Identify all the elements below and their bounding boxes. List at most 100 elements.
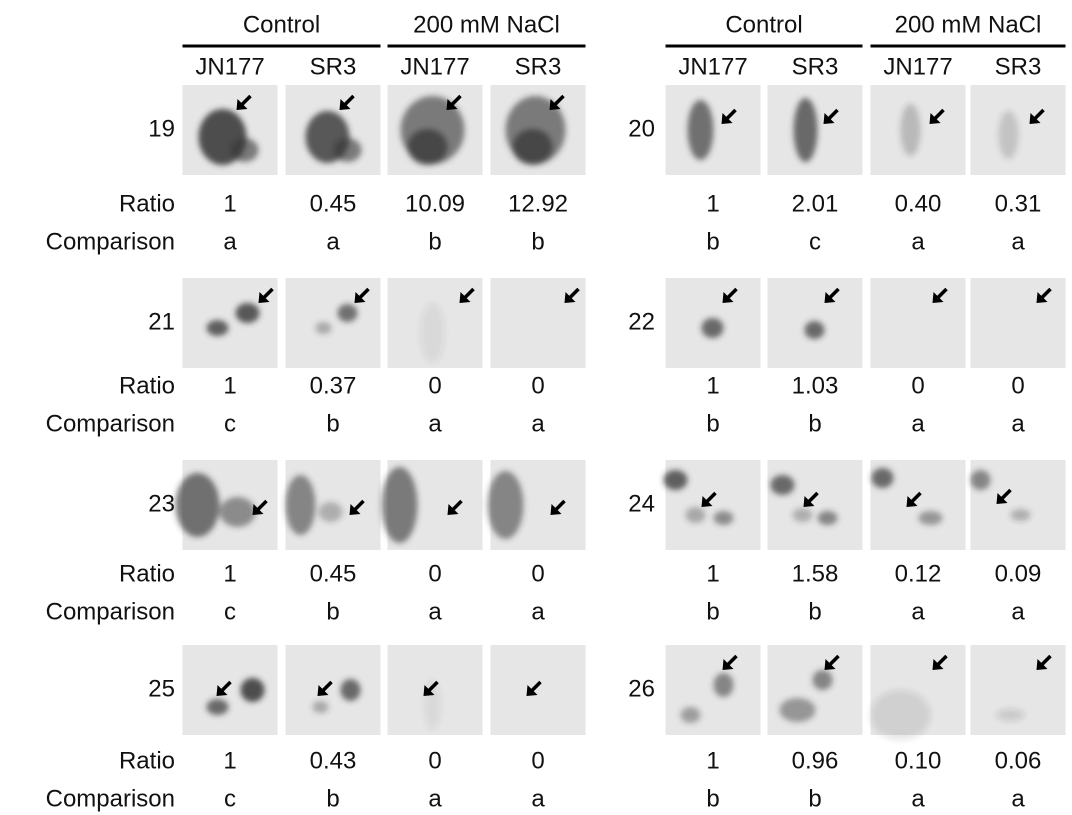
gel-image xyxy=(182,85,278,175)
arrow-icon xyxy=(564,292,576,303)
ratio-value: 2.01 xyxy=(792,190,839,217)
gel-spot xyxy=(687,100,714,160)
gel-spots xyxy=(487,471,524,539)
column-header: JN177 xyxy=(678,53,747,80)
gel-spot xyxy=(996,709,1025,721)
gel-background xyxy=(490,278,586,368)
comparison-letter: c xyxy=(224,598,236,625)
gel-image xyxy=(387,278,483,368)
arrow-icon xyxy=(803,496,815,507)
gel-spot xyxy=(337,304,358,322)
gel-spots xyxy=(998,111,1019,159)
gel-image xyxy=(490,278,586,368)
gel-spots xyxy=(175,473,256,537)
arrow-icon xyxy=(823,113,835,124)
arrow-icon xyxy=(701,496,713,507)
gel-image xyxy=(387,645,483,735)
arrow-icon xyxy=(339,99,351,110)
gel-spot xyxy=(812,670,833,690)
gel-spot xyxy=(230,138,259,162)
gel-image xyxy=(182,278,278,368)
gel-spot xyxy=(175,473,220,537)
gel-image xyxy=(665,278,761,368)
gel-spot xyxy=(340,679,361,701)
gel-background xyxy=(490,645,586,735)
gel-image xyxy=(182,645,278,735)
column-header: SR3 xyxy=(310,53,357,80)
gel-spot xyxy=(1010,509,1031,521)
spot-id: 23 xyxy=(148,490,175,517)
row-label: Comparison xyxy=(46,228,175,255)
spot-id: 20 xyxy=(628,115,655,142)
ratio-value: 1 xyxy=(706,560,719,587)
gel-spot xyxy=(333,138,362,162)
ratio-value: 12.92 xyxy=(508,190,568,217)
gel-spots xyxy=(871,468,943,525)
gel-image xyxy=(487,460,586,550)
arrow-icon xyxy=(447,504,459,515)
gel-image xyxy=(970,85,1066,175)
spot-id: 19 xyxy=(148,115,175,142)
comparison-letter: a xyxy=(326,228,340,255)
gel-background xyxy=(970,278,1066,368)
gel-spots xyxy=(793,98,818,162)
gel-spot xyxy=(206,699,229,715)
gel-spot xyxy=(487,471,524,539)
arrow-icon xyxy=(423,685,435,696)
gel-background xyxy=(767,460,863,550)
comparison-letter: b xyxy=(326,410,339,437)
gel-image xyxy=(665,645,761,735)
gel-background xyxy=(767,645,863,735)
arrow-icon xyxy=(252,504,264,515)
column-header: SR3 xyxy=(995,53,1042,80)
gel-spot xyxy=(235,303,260,323)
comparison-letter: b xyxy=(808,410,821,437)
gel-image xyxy=(870,85,966,175)
arrow-icon xyxy=(317,685,329,696)
comparison-letter: a xyxy=(531,410,545,437)
gel-spot xyxy=(285,475,316,535)
gel-image xyxy=(490,645,586,735)
ratio-value: 0.10 xyxy=(895,747,942,774)
gel-spots xyxy=(312,679,361,713)
column-header: JN177 xyxy=(195,53,264,80)
gel-spots xyxy=(663,470,734,525)
arrow-icon xyxy=(258,292,270,303)
group-header: 200 mM NaCl xyxy=(413,11,560,38)
arrow-icon xyxy=(236,99,248,110)
comparison-letter: b xyxy=(706,785,719,812)
gel-spots xyxy=(701,318,724,338)
ratio-value: 0.12 xyxy=(895,560,942,587)
comparison-letter: a xyxy=(911,598,925,625)
group-header: Control xyxy=(725,11,802,38)
comparison-letter: a xyxy=(1011,598,1025,625)
ratio-value: 0.06 xyxy=(995,747,1042,774)
arrow-icon xyxy=(996,493,1008,504)
comparison-letter: b xyxy=(531,228,544,255)
comparison-letter: a xyxy=(223,228,237,255)
gel-image xyxy=(870,460,966,550)
gel-spot xyxy=(420,303,445,363)
gel-spots xyxy=(870,690,931,740)
comparison-letter: a xyxy=(911,410,925,437)
ratio-value: 1 xyxy=(706,372,719,399)
gel-spots xyxy=(996,709,1025,721)
row-label: Comparison xyxy=(46,598,175,625)
comparison-letter: a xyxy=(428,785,442,812)
ratio-value: 0 xyxy=(428,747,441,774)
arrow-icon xyxy=(526,685,538,696)
gel-image xyxy=(175,460,278,550)
gel-image xyxy=(970,460,1066,550)
arrow-icon xyxy=(932,659,944,670)
ratio-value: 0.09 xyxy=(995,560,1042,587)
gel-spot xyxy=(817,511,838,525)
gel-spot xyxy=(407,129,448,165)
gel-image xyxy=(387,85,483,175)
gel-spot xyxy=(998,111,1019,159)
gel-spots xyxy=(285,475,343,535)
ratio-value: 1 xyxy=(223,190,236,217)
arrow-icon xyxy=(459,292,471,303)
gel-spots xyxy=(505,96,566,165)
ratio-value: 1.58 xyxy=(792,560,839,587)
gel-background xyxy=(870,278,966,368)
